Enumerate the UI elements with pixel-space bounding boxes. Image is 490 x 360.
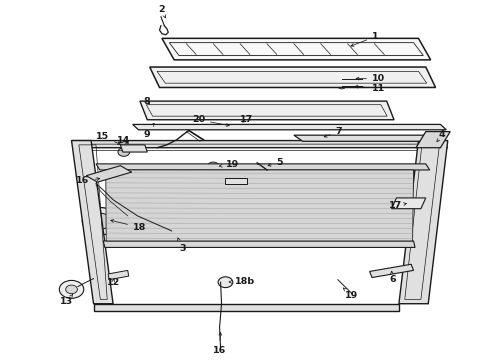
Text: 19: 19	[343, 288, 358, 300]
Text: 15: 15	[96, 132, 121, 144]
Text: 16: 16	[76, 176, 99, 185]
Text: 17: 17	[240, 114, 253, 123]
Circle shape	[90, 213, 112, 229]
Polygon shape	[72, 140, 448, 148]
Text: 4: 4	[437, 130, 445, 142]
Circle shape	[66, 285, 77, 294]
Text: 20: 20	[192, 115, 229, 126]
Circle shape	[118, 148, 130, 156]
Polygon shape	[399, 140, 448, 304]
Text: 9: 9	[143, 123, 154, 139]
Polygon shape	[86, 166, 132, 182]
Text: 6: 6	[389, 271, 396, 284]
Circle shape	[59, 280, 84, 298]
Text: 10: 10	[356, 75, 385, 84]
Circle shape	[207, 162, 219, 171]
Polygon shape	[416, 132, 450, 148]
Text: 16: 16	[213, 332, 226, 355]
Text: 5: 5	[268, 158, 283, 167]
Text: 3: 3	[177, 238, 185, 253]
Text: 18: 18	[111, 220, 147, 232]
Text: 13: 13	[60, 294, 74, 306]
Polygon shape	[106, 170, 414, 241]
Text: 17: 17	[389, 201, 406, 210]
Polygon shape	[392, 198, 426, 209]
Text: 11: 11	[355, 84, 385, 93]
Text: 12: 12	[107, 278, 120, 287]
Polygon shape	[369, 264, 414, 278]
Polygon shape	[72, 140, 113, 304]
Polygon shape	[150, 67, 436, 87]
Polygon shape	[121, 145, 147, 152]
Circle shape	[88, 227, 94, 231]
Polygon shape	[94, 304, 399, 311]
Polygon shape	[96, 164, 430, 170]
Polygon shape	[140, 101, 394, 120]
Text: 2: 2	[159, 5, 166, 18]
Text: 8: 8	[143, 96, 150, 105]
Polygon shape	[133, 125, 446, 130]
Circle shape	[108, 211, 114, 216]
Text: 14: 14	[117, 136, 130, 145]
Circle shape	[88, 211, 94, 216]
Text: 19: 19	[220, 161, 239, 170]
Circle shape	[218, 277, 233, 288]
Text: 7: 7	[324, 127, 342, 137]
Circle shape	[337, 75, 346, 82]
Polygon shape	[162, 39, 431, 60]
Circle shape	[108, 227, 114, 231]
Circle shape	[82, 208, 120, 235]
Text: 1: 1	[351, 32, 379, 46]
Polygon shape	[103, 241, 415, 247]
Circle shape	[338, 83, 345, 89]
Polygon shape	[108, 270, 129, 280]
Polygon shape	[294, 135, 435, 141]
Text: 18b: 18b	[229, 276, 255, 285]
Polygon shape	[225, 178, 247, 184]
